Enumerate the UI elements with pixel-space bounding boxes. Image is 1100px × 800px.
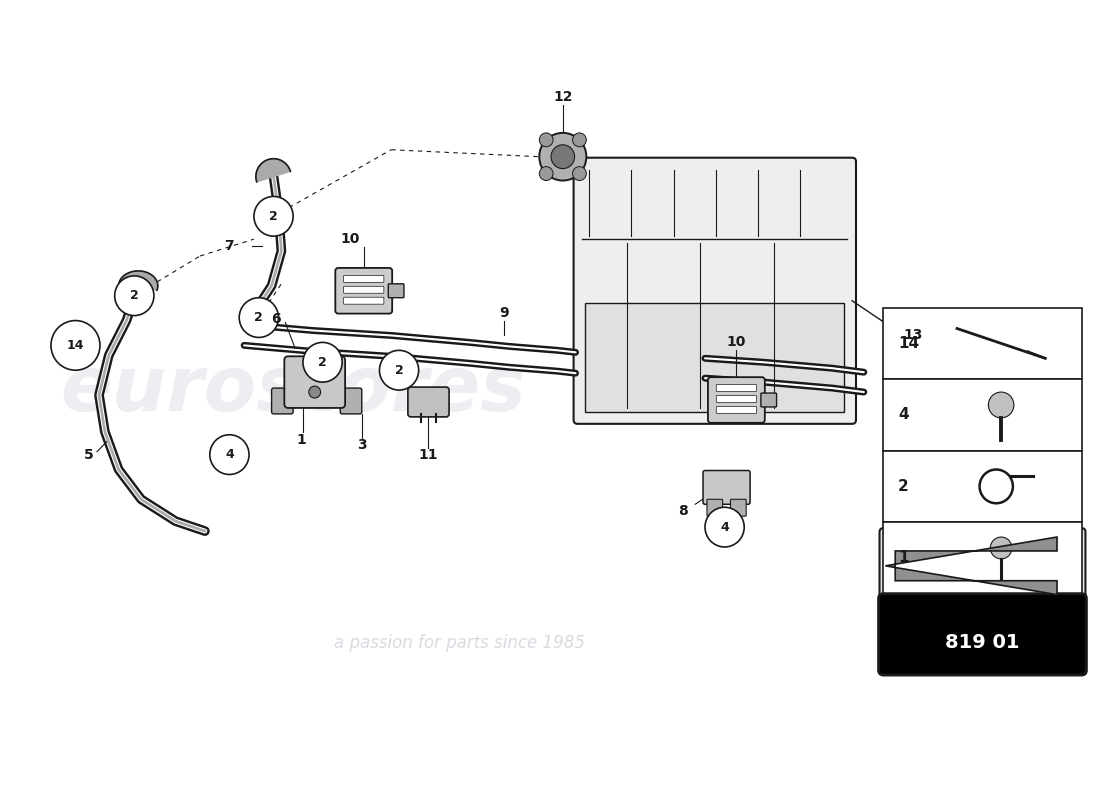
FancyBboxPatch shape [336,268,393,314]
Text: 2: 2 [899,479,909,494]
Circle shape [51,321,100,370]
Text: 4: 4 [899,407,909,422]
Text: 1: 1 [899,550,909,566]
Text: 10: 10 [340,232,360,246]
Circle shape [302,342,342,382]
Text: 14: 14 [899,336,920,351]
Text: 5: 5 [85,448,95,462]
Text: 2: 2 [270,210,278,222]
Polygon shape [119,271,157,290]
Circle shape [989,392,1014,418]
FancyBboxPatch shape [343,286,384,294]
FancyBboxPatch shape [272,388,294,414]
Text: 4: 4 [226,448,234,461]
Text: 1: 1 [296,433,306,446]
Text: 2: 2 [318,356,327,369]
Bar [883,308,1081,379]
Circle shape [705,507,745,547]
Text: 2: 2 [395,364,404,377]
FancyBboxPatch shape [343,298,384,304]
Text: 819 01: 819 01 [945,634,1020,653]
Circle shape [573,166,586,181]
FancyBboxPatch shape [573,158,856,424]
FancyBboxPatch shape [879,594,1087,675]
Bar [883,379,1081,450]
Circle shape [239,298,278,338]
FancyBboxPatch shape [880,528,1086,601]
Circle shape [551,145,574,169]
Circle shape [573,133,586,147]
Text: 2: 2 [130,290,139,302]
FancyBboxPatch shape [708,377,764,423]
FancyBboxPatch shape [284,356,345,408]
Circle shape [539,133,553,147]
Text: 9: 9 [499,306,509,320]
FancyBboxPatch shape [388,284,404,298]
Text: 6: 6 [271,311,281,326]
Text: 10: 10 [727,335,746,350]
FancyBboxPatch shape [703,470,750,504]
Bar [883,450,1081,522]
Bar [883,522,1081,594]
FancyBboxPatch shape [716,385,757,391]
FancyBboxPatch shape [343,275,384,282]
FancyBboxPatch shape [707,499,723,516]
FancyBboxPatch shape [408,387,449,417]
Circle shape [990,537,1012,559]
FancyBboxPatch shape [716,395,757,402]
FancyBboxPatch shape [730,499,746,516]
Text: 2: 2 [254,311,263,324]
Text: 14: 14 [67,339,85,352]
Circle shape [309,366,320,378]
Polygon shape [256,158,290,182]
Text: 3: 3 [358,438,366,452]
Text: 12: 12 [553,90,573,104]
Bar [585,302,844,412]
Circle shape [309,386,320,398]
Text: 13: 13 [903,329,923,342]
Polygon shape [886,537,1057,594]
Text: 7: 7 [224,239,234,253]
Circle shape [539,133,586,181]
Text: 8: 8 [679,504,689,518]
FancyBboxPatch shape [716,406,757,414]
Circle shape [114,276,154,315]
Circle shape [539,166,553,181]
Text: 11: 11 [419,448,438,462]
Text: eurostores: eurostores [60,353,526,427]
Text: a passion for parts since 1985: a passion for parts since 1985 [334,634,585,652]
FancyBboxPatch shape [761,393,777,407]
Text: 4: 4 [720,521,729,534]
Circle shape [379,350,419,390]
Circle shape [210,434,249,474]
FancyBboxPatch shape [340,388,362,414]
Circle shape [254,197,294,236]
